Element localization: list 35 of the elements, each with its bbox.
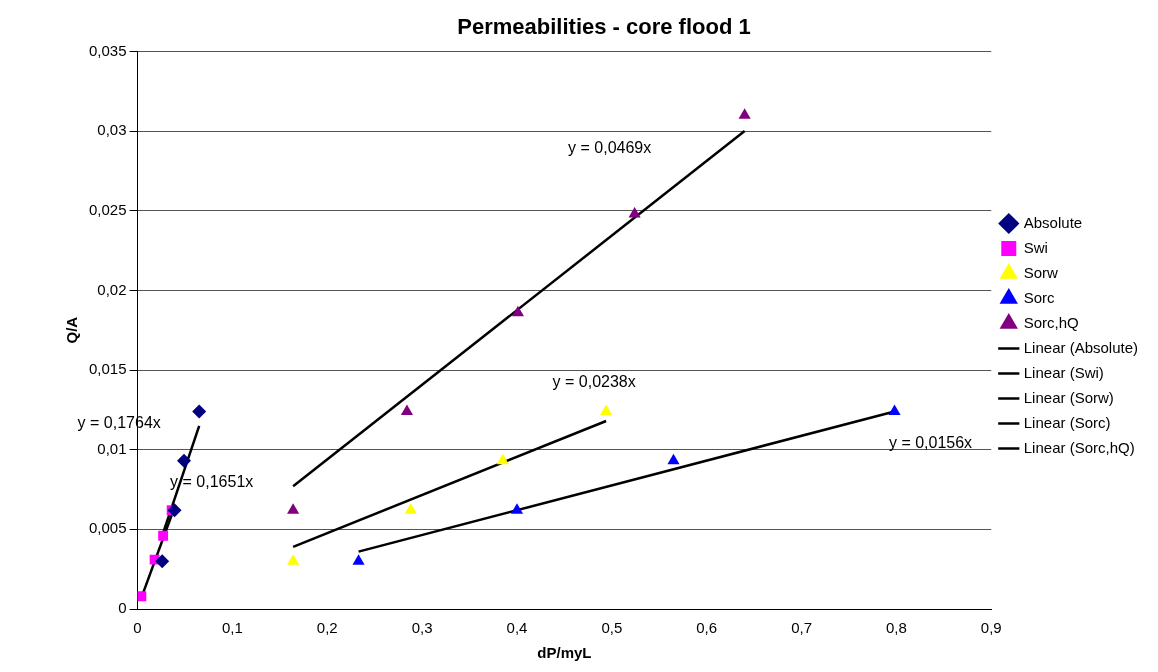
y-tick-label: 0,02 bbox=[97, 280, 127, 298]
legend-label: Linear (Absolute) bbox=[1023, 338, 1139, 356]
annotation: y = 0,0469x bbox=[568, 139, 652, 157]
y-axis-title: Q/A bbox=[63, 316, 81, 344]
legend-label: Linear (Sorc) bbox=[1023, 413, 1111, 431]
x-tick-label: 0,8 bbox=[885, 619, 907, 637]
legend-label: Sorw bbox=[1023, 263, 1059, 281]
chart-title: Permeabilities - core flood 1 bbox=[457, 14, 751, 40]
legend-label: Linear (Sorw) bbox=[1023, 388, 1114, 406]
x-tick-label: 0,3 bbox=[411, 619, 433, 637]
x-tick-label: 0,5 bbox=[601, 619, 623, 637]
legend-label: Sorc,hQ bbox=[1023, 313, 1079, 331]
y-tick-label: 0,005 bbox=[88, 519, 127, 537]
legend-label: Swi bbox=[1023, 238, 1048, 256]
x-tick-label: 0,4 bbox=[506, 619, 528, 637]
annotation: y = 0,0156x bbox=[888, 433, 973, 451]
y-tick-label: 0,015 bbox=[88, 360, 127, 378]
annotation: y = 0,0238x bbox=[552, 373, 636, 391]
y-tick-label: 0,03 bbox=[97, 121, 127, 139]
legend-label: Sorc bbox=[1023, 288, 1056, 306]
y-tick-label: 0,035 bbox=[88, 41, 127, 59]
legend-label: Linear (Sorc,hQ) bbox=[1023, 438, 1135, 456]
legend-label: Linear (Swi) bbox=[1023, 363, 1104, 381]
x-tick-label: 0,6 bbox=[696, 619, 718, 637]
x-tick-label: 0,9 bbox=[980, 619, 1002, 637]
y-tick-label: 0 bbox=[118, 599, 127, 617]
annotation: y = 0,1651x bbox=[170, 473, 254, 491]
legend-label: Absolute bbox=[1023, 213, 1083, 231]
x-axis-title: dP/myL bbox=[537, 644, 592, 662]
x-tick-label: 0,1 bbox=[221, 619, 243, 637]
x-tick-label: 0,2 bbox=[316, 619, 338, 637]
y-tick-label: 0,01 bbox=[97, 439, 127, 457]
y-tick-label: 0,025 bbox=[88, 200, 127, 218]
x-tick-label: 0 bbox=[133, 619, 142, 637]
x-tick-label: 0,7 bbox=[791, 619, 812, 637]
